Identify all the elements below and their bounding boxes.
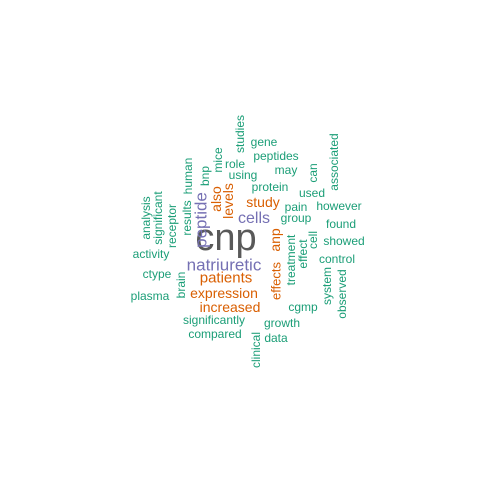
word-patients: patients [199,269,253,287]
word-however: however [316,199,362,213]
word-peptide: peptide [191,192,211,248]
word-study: study [246,194,280,210]
word-used: used [298,186,326,200]
word-bnp: bnp [198,165,212,187]
word-natriuretic: natriuretic [186,255,262,275]
word-cgmp: cgmp [288,300,318,314]
word-expression: expression [190,285,258,301]
word-plasma: plasma [130,289,170,303]
word-results: results [180,200,194,236]
word-may: may [274,163,298,177]
word-system: system [320,266,334,306]
word-associated: associated [327,133,341,191]
word-receptor: receptor [165,203,179,249]
word-cnp: cnp [195,217,257,259]
word-data: data [264,331,288,345]
word-treatment: treatment [284,234,298,286]
word-observed: observed [335,269,349,319]
word-protein: protein [251,180,289,194]
word-gene: gene [250,135,278,149]
word-compared: compared [188,327,242,341]
word-found: found [325,217,357,231]
word-significant: significant [151,191,165,245]
word-ctype: ctype [142,267,172,281]
word-effects: effects [268,261,284,301]
word-showed: showed [323,234,365,248]
word-mice: mice [211,147,225,173]
word-also: also [208,186,224,212]
word-activity: activity [132,247,170,261]
word-brain: brain [174,271,188,299]
word-effect: effect [296,239,310,269]
word-cells: cells [237,210,271,227]
word-control: control [318,252,356,266]
word-significantly: significantly [182,313,246,327]
word-increased: increased [199,299,261,315]
word-clinical: clinical [249,331,263,369]
word-group: group [280,211,312,225]
word-anp: anp [267,228,283,252]
word-analysis: analysis [139,196,153,240]
word-studies: studies [233,114,247,154]
word-human: human [181,157,195,195]
word-pain: pain [284,200,308,214]
word-peptides: peptides [253,149,299,163]
word-can: can [306,163,320,183]
word-using: using [228,168,258,182]
word-growth: growth [263,316,301,330]
word-role: role [224,157,246,171]
